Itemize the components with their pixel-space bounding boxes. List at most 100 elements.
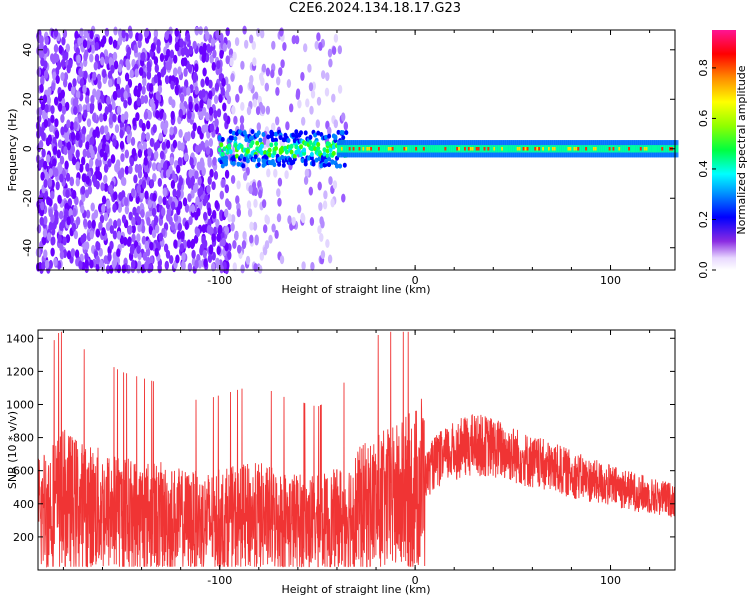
heatmap-cell <box>195 196 200 206</box>
heatmap-cell <box>477 147 482 151</box>
heatmap-cell <box>104 55 109 65</box>
heatmap-cell <box>116 105 122 115</box>
heatmap-cell <box>100 182 105 192</box>
heatmap-cell <box>183 152 189 162</box>
y-tick-label: 40 <box>21 43 34 57</box>
heatmap-cell <box>101 204 106 214</box>
heatmap-cell <box>69 121 75 131</box>
heatmap-cell <box>38 261 43 271</box>
heatmap-cell <box>223 112 228 122</box>
snr-axes: -100 0 100 200 400 600 800 1000 1200 1400 <box>6 330 675 587</box>
heatmap-cell <box>203 258 208 268</box>
heatmap-cell <box>614 145 618 153</box>
heatmap-cell <box>300 212 305 222</box>
heatmap-cell <box>205 112 210 121</box>
heatmap-cell <box>300 158 305 164</box>
heatmap-cell <box>112 39 118 49</box>
heatmap-cell <box>187 262 193 272</box>
heatmap-cell <box>244 133 249 139</box>
heatmap-cell <box>573 147 577 151</box>
heatmap-cell <box>138 67 144 76</box>
heatmap-cell <box>602 145 607 153</box>
heatmap-cell <box>244 137 249 143</box>
heatmap-cell <box>153 74 159 84</box>
heatmap-cell <box>667 145 671 153</box>
heatmap-cell <box>294 129 299 135</box>
heatmap-cell <box>173 67 178 77</box>
heatmap-cell <box>657 145 661 153</box>
heatmap-cell <box>199 157 205 167</box>
heatmap-cell <box>66 141 72 151</box>
heatmap-cell <box>294 35 300 45</box>
heatmap-cell <box>100 38 105 48</box>
heatmap-cell <box>64 133 70 143</box>
heatmap-cell <box>337 45 342 55</box>
heatmap-cell <box>643 147 648 151</box>
heatmap-cell <box>526 147 530 151</box>
heatmap-cell <box>325 148 330 154</box>
heatmap-cell <box>254 234 259 244</box>
heatmap-cell <box>253 198 258 208</box>
heatmap-cell <box>199 45 204 55</box>
heatmap-cell <box>121 29 126 39</box>
heatmap-cell <box>101 227 106 237</box>
heatmap-cell <box>581 145 585 153</box>
heatmap-cell <box>187 64 193 73</box>
heatmap-cell <box>239 153 244 159</box>
heatmap-cell <box>216 233 221 243</box>
heatmap-cell <box>105 144 110 154</box>
heatmap-cell <box>40 171 45 181</box>
heatmap-cell <box>65 189 70 199</box>
heatmap-cell <box>313 146 318 152</box>
heatmap-cell <box>152 173 157 182</box>
heatmap-cell <box>43 119 49 128</box>
heatmap-cell <box>52 71 57 81</box>
heatmap-cell <box>507 145 511 153</box>
heatmap-cell <box>176 206 181 216</box>
heatmap-cell <box>446 145 450 153</box>
heatmap-cell <box>501 147 505 151</box>
heatmap-cell <box>147 199 153 209</box>
heatmap-cell <box>224 155 228 161</box>
heatmap-cell <box>103 163 109 173</box>
heatmap-cell <box>245 255 251 265</box>
heatmap-cell <box>616 145 620 153</box>
heatmap-cell <box>161 66 167 76</box>
heatmap-cell <box>65 101 70 111</box>
heatmap-cell <box>117 36 123 46</box>
heatmap-cell <box>142 251 148 261</box>
heatmap-cell <box>199 246 204 256</box>
heatmap-cell <box>197 143 203 153</box>
heatmap-cell <box>170 110 175 120</box>
heatmap-cell <box>123 99 128 109</box>
heatmap-cell <box>156 44 161 54</box>
heatmap-cell <box>321 70 326 80</box>
snr-frame <box>37 329 676 571</box>
heatmap-cell <box>215 218 220 228</box>
heatmap-cell <box>379 145 384 153</box>
heatmap-cell <box>39 216 44 226</box>
heatmap-cell <box>91 212 96 222</box>
heatmap-cell <box>178 108 183 118</box>
heatmap-cell <box>191 249 196 259</box>
heatmap-cell <box>112 230 118 240</box>
heatmap-cell <box>557 145 562 153</box>
heatmap-cell <box>256 122 261 132</box>
heatmap-cell <box>242 156 247 162</box>
heatmap-cell <box>228 149 233 155</box>
heatmap-cell <box>233 136 238 142</box>
heatmap-cell <box>303 130 308 136</box>
y-tick-label: -40 <box>21 239 34 257</box>
heatmap-cell <box>190 204 196 213</box>
heatmap-cell <box>661 147 665 151</box>
heatmap-cell <box>105 222 111 231</box>
heatmap-cell <box>256 157 261 163</box>
colorbar-tick-label: 0.6 <box>697 110 710 128</box>
heatmap-cell <box>144 190 149 200</box>
heatmap-cell <box>259 72 264 82</box>
heatmap-cell <box>413 145 417 153</box>
snr-x-label: Height of straight line (km) <box>281 583 430 596</box>
heatmap-cell <box>551 147 556 151</box>
heatmap-cell <box>440 145 444 153</box>
heatmap-cell <box>594 147 599 151</box>
